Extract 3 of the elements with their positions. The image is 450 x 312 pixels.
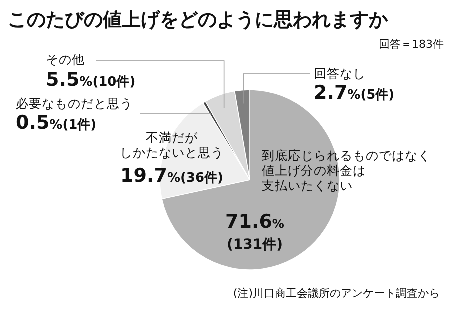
subtitle: 回答＝183件 (379, 38, 444, 51)
annotation: (注)川口商工会議所のアンケート調査から (233, 287, 440, 300)
title: このたびの値上げをどのように思われますか (8, 9, 388, 31)
